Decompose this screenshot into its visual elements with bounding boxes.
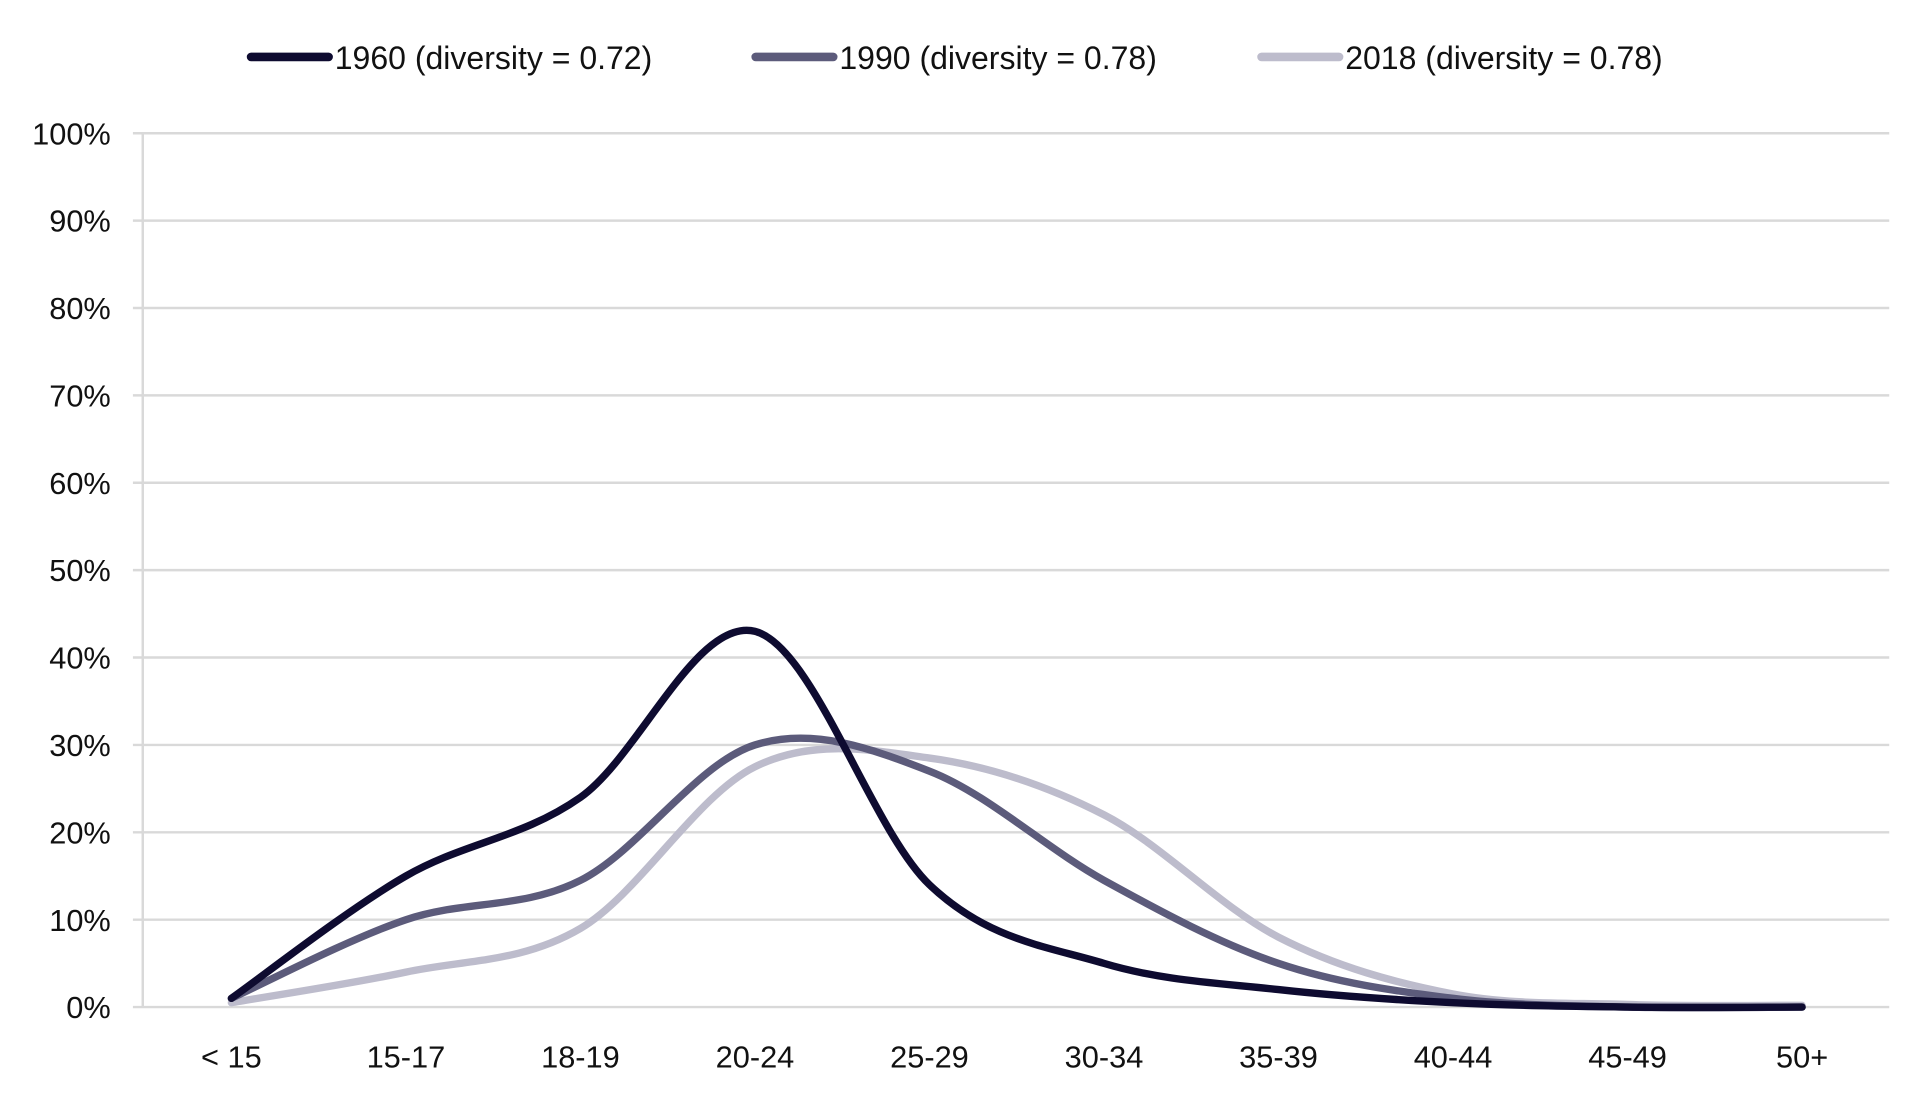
y-tick-label: 60% [49,466,111,501]
x-tick-label: 50+ [1776,1039,1828,1074]
y-tick-label: 40% [49,641,111,676]
x-tick-label: < 15 [201,1039,262,1074]
series-line-0 [227,626,1806,1012]
gridlines [132,132,1890,1009]
x-tick-label: 20-24 [716,1039,795,1074]
y-tick-label: 70% [49,378,111,413]
y-tick-label: 20% [49,815,111,850]
x-tick-label: 35-39 [1239,1039,1318,1074]
x-tick-label: 40-44 [1414,1039,1493,1074]
y-tick-label: 80% [49,291,111,326]
y-tick-label: 0% [66,990,110,1025]
x-tick-label: 15-17 [367,1039,446,1074]
x-tick-label: 45-49 [1588,1039,1667,1074]
y-tick-label: 10% [49,903,111,938]
series-lines [227,626,1806,1012]
y-axis-ticks: 0% 10% 20% 30% 40% 50% 60% 70% 80% 90% 100% [32,116,111,1025]
x-tick-label: 30-34 [1065,1039,1144,1074]
legend-label: 2018 (diversity = 0.78) [1345,40,1663,76]
x-axis-ticks: < 15 15-17 18-19 20-24 25-29 30-34 35-39 40-44 4… [201,1039,1828,1074]
y-tick-label: 50% [49,553,111,588]
y-tick-label: 90% [49,204,111,239]
legend-label: 1990 (diversity = 0.78) [839,40,1157,76]
x-tick-label: 18-19 [541,1039,620,1074]
series-line-2 [227,745,1806,1010]
legend: 1960 (diversity = 0.72) 1990 (diversity =… [246,40,1663,76]
y-tick-label: 100% [32,116,111,151]
legend-label: 1960 (diversity = 0.72) [335,40,653,76]
x-tick-label: 25-29 [890,1039,969,1074]
y-tick-label: 30% [49,728,111,763]
